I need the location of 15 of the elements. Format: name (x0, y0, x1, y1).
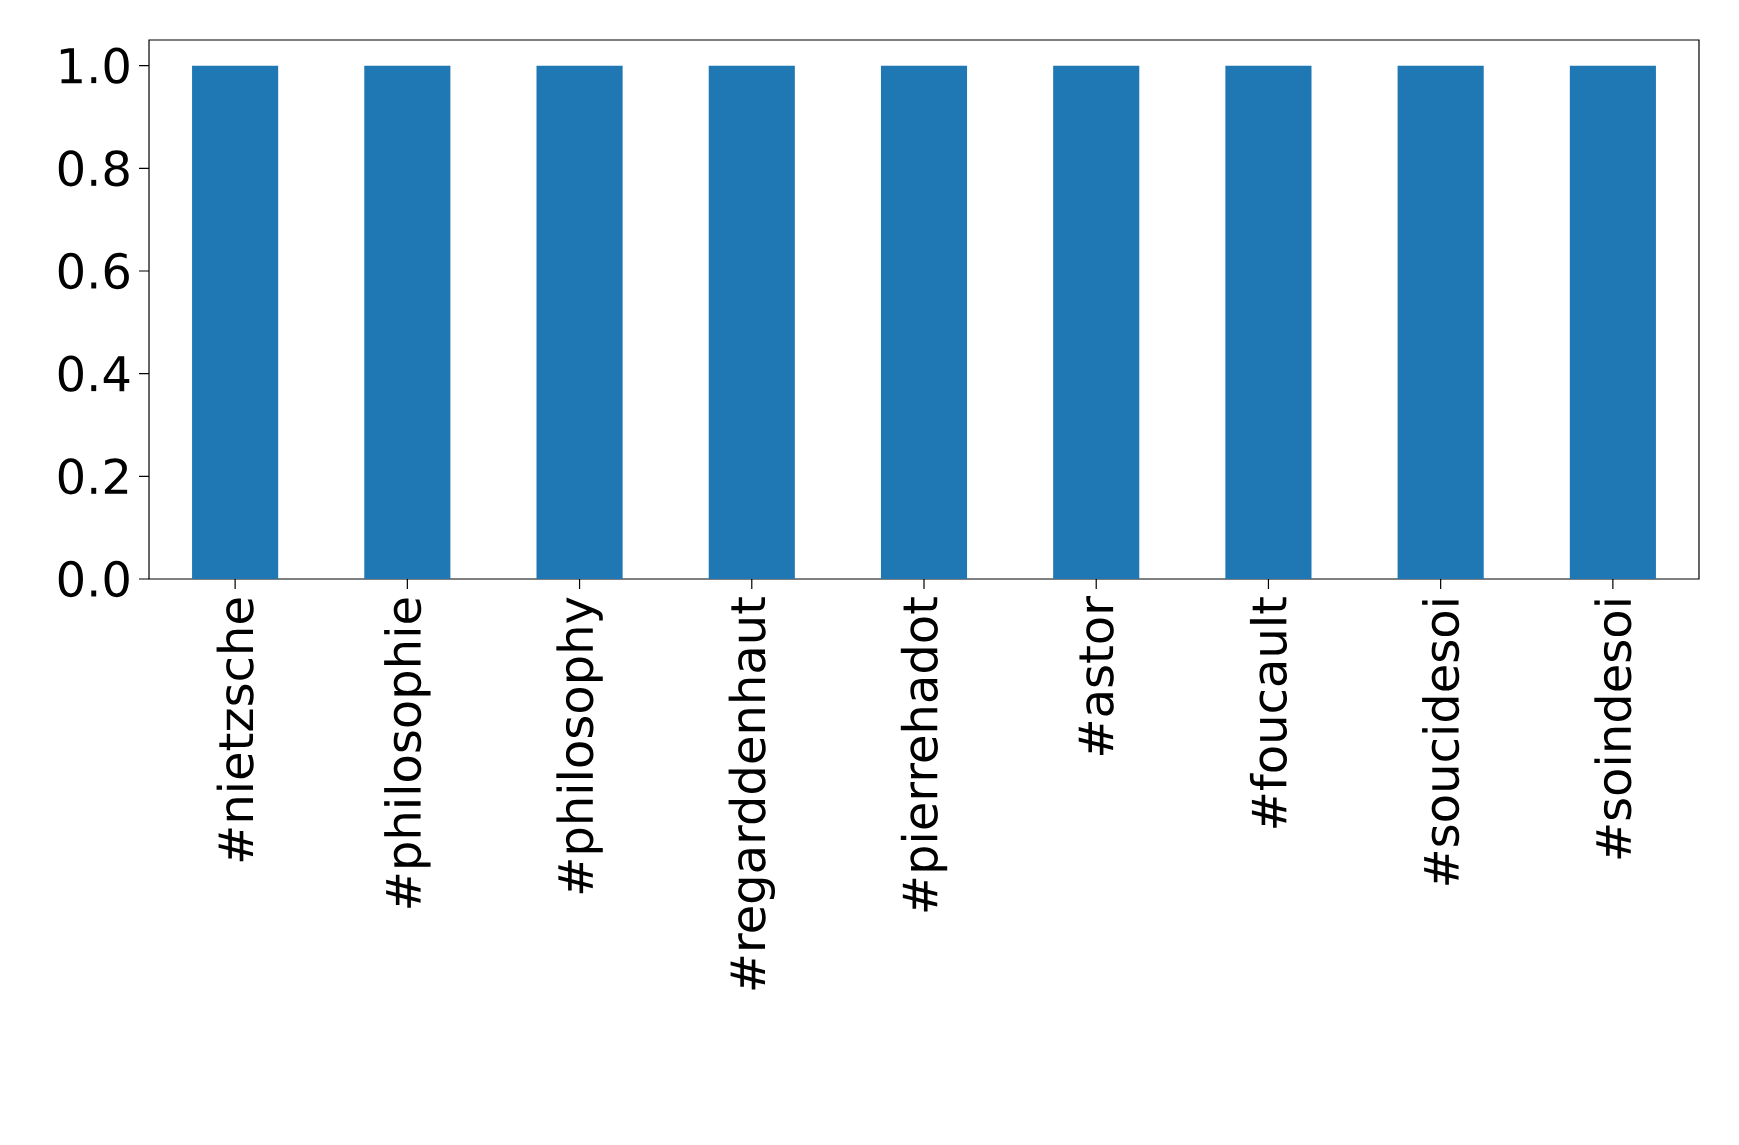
y-tick-label: 0.6 (58, 252, 129, 290)
y-tick-label: 0.2 (58, 458, 128, 495)
x-tick-label: #nietzsche (216, 598, 254, 862)
x-tick-label: #philosophy (556, 597, 603, 894)
y-tick-label: 0.4 (58, 355, 130, 392)
y-tick-label: 0.0 (58, 560, 129, 598)
x-tick-label: #regarddenhaut (728, 597, 775, 990)
x-tick-label: #astor (1078, 596, 1114, 755)
x-tick-label: #philosophie (384, 598, 431, 908)
x-tick-label: #soucidesoi (1422, 600, 1460, 885)
x-tick-label: #soindesoi (1594, 600, 1632, 859)
x-tick-label: #foucault (1249, 597, 1288, 828)
x-tick-label: #pierrehadot (900, 597, 948, 912)
y-tick-label: 0.8 (58, 150, 129, 187)
y-tick-label: 1.0 (60, 47, 129, 84)
